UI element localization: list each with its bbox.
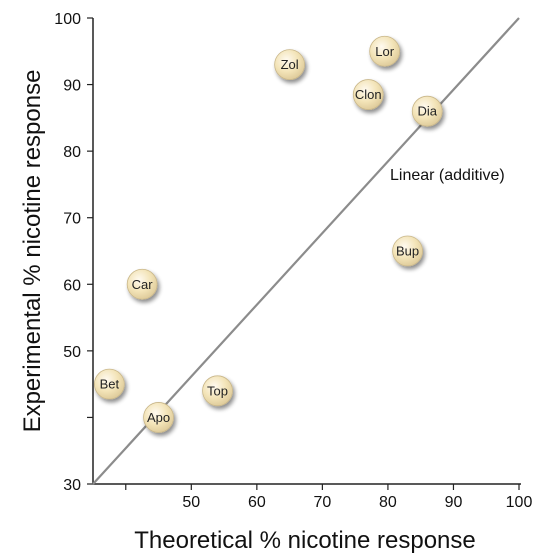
data-point-label: Lor — [375, 44, 394, 59]
data-point-marker — [126, 268, 158, 300]
data-point: Top — [202, 375, 233, 407]
data-point-label: Top — [207, 383, 228, 398]
x-tick-label: 70 — [313, 494, 331, 511]
data-point-marker — [202, 375, 233, 407]
data-point-label: Car — [132, 277, 154, 292]
data-point: Car — [126, 268, 158, 300]
y-axis-title: Experimental % nicotine response — [19, 70, 46, 433]
x-tick-label: 80 — [379, 494, 397, 511]
data-point-marker — [411, 95, 443, 127]
data-point-marker — [274, 49, 306, 80]
y-tick-label: 30 — [63, 477, 81, 494]
data-point: Apo — [143, 402, 174, 433]
data-point-marker — [369, 35, 401, 67]
data-point-label: Dia — [417, 104, 437, 119]
y-tick-label: 90 — [63, 78, 81, 95]
data-point-marker — [392, 235, 423, 267]
y-tick-label: 50 — [63, 344, 81, 361]
y-tick-label: 60 — [63, 277, 81, 294]
x-tick-label: 50 — [182, 494, 200, 511]
axis-ticks: 30 50 60 70 80 90 100 50 60 70 80 90 100 — [54, 11, 532, 511]
data-point-label: Clon — [355, 87, 382, 102]
data-point-label: Apo — [147, 410, 170, 425]
data-point-label: Bet — [100, 377, 120, 392]
x-tick-label: 100 — [506, 494, 533, 511]
y-tick-label: 70 — [63, 211, 81, 228]
data-point: Clon — [352, 79, 384, 110]
data-point-label: Zol — [281, 57, 299, 72]
data-point-marker — [93, 368, 125, 400]
data-point: Bup — [392, 235, 423, 267]
data-point-marker — [352, 79, 384, 110]
x-tick-label: 90 — [445, 494, 463, 511]
x-axis-title: Theoretical % nicotine response — [134, 527, 476, 554]
data-point: Bet — [93, 368, 125, 400]
reference-line-label: Linear (additive) — [390, 167, 505, 184]
y-tick-label: 100 — [54, 11, 81, 28]
data-point: Dia — [411, 95, 443, 127]
data-point: Lor — [369, 35, 401, 67]
data-point: Zol — [274, 49, 306, 80]
data-point-label: Bup — [396, 244, 419, 259]
x-tick-label: 60 — [248, 494, 266, 511]
data-points: Zol Lor Clon Dia Bup Car Bet Top Apo — [93, 35, 443, 433]
y-tick-label: 80 — [63, 144, 81, 161]
data-point-marker — [143, 402, 174, 433]
